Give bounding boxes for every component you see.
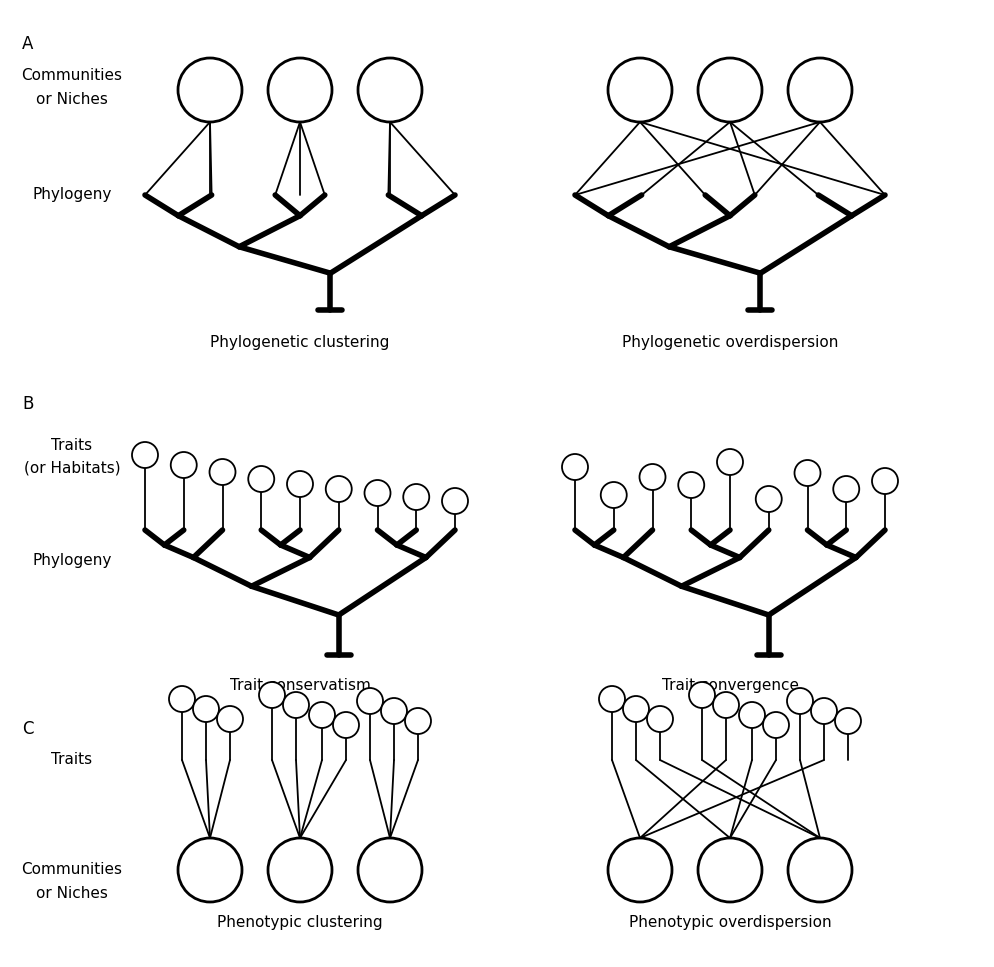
Circle shape: [788, 838, 852, 902]
Circle shape: [608, 58, 672, 122]
Circle shape: [755, 486, 781, 512]
Circle shape: [357, 688, 383, 714]
Text: Trait conservatism: Trait conservatism: [230, 678, 371, 693]
Text: or Niches: or Niches: [36, 93, 108, 107]
Circle shape: [713, 692, 739, 718]
Circle shape: [623, 696, 649, 722]
Circle shape: [193, 696, 219, 722]
Circle shape: [872, 468, 898, 494]
Circle shape: [599, 686, 625, 712]
Circle shape: [358, 58, 422, 122]
Circle shape: [678, 472, 705, 498]
Circle shape: [739, 702, 765, 728]
Text: A: A: [22, 35, 34, 53]
Circle shape: [268, 838, 332, 902]
Circle shape: [717, 449, 743, 475]
Circle shape: [132, 442, 158, 468]
Circle shape: [268, 58, 332, 122]
Circle shape: [287, 471, 313, 497]
Text: Phylogenetic overdispersion: Phylogenetic overdispersion: [622, 335, 838, 350]
Circle shape: [309, 702, 335, 728]
Circle shape: [698, 58, 762, 122]
Text: B: B: [22, 395, 34, 413]
Text: (or Habitats): (or Habitats): [24, 460, 120, 476]
Circle shape: [169, 686, 195, 712]
Circle shape: [811, 698, 837, 724]
Circle shape: [698, 838, 762, 902]
Circle shape: [405, 708, 431, 734]
Circle shape: [178, 58, 242, 122]
Circle shape: [365, 480, 391, 506]
Circle shape: [283, 692, 309, 718]
Circle shape: [833, 476, 859, 502]
Text: or Niches: or Niches: [36, 886, 108, 900]
Text: Phylogeny: Phylogeny: [33, 188, 111, 202]
Text: Phenotypic clustering: Phenotypic clustering: [217, 915, 383, 930]
Text: Communities: Communities: [22, 68, 122, 82]
Circle shape: [404, 484, 429, 510]
Text: Phenotypic overdispersion: Phenotypic overdispersion: [628, 915, 831, 930]
Circle shape: [689, 682, 715, 708]
Circle shape: [647, 706, 673, 732]
Circle shape: [763, 712, 789, 738]
Circle shape: [248, 466, 274, 492]
Circle shape: [608, 838, 672, 902]
Text: C: C: [22, 720, 34, 738]
Circle shape: [178, 838, 242, 902]
Circle shape: [381, 698, 407, 724]
Text: Phylogeny: Phylogeny: [33, 552, 111, 568]
Circle shape: [210, 459, 236, 485]
Circle shape: [326, 476, 352, 502]
Circle shape: [442, 488, 468, 514]
Circle shape: [787, 688, 813, 714]
Circle shape: [171, 452, 197, 478]
Circle shape: [835, 708, 861, 734]
Circle shape: [639, 464, 666, 490]
Text: Traits: Traits: [52, 752, 92, 768]
Circle shape: [600, 482, 627, 508]
Circle shape: [794, 460, 820, 486]
Circle shape: [333, 712, 359, 738]
Circle shape: [562, 454, 588, 480]
Circle shape: [358, 838, 422, 902]
Text: Communities: Communities: [22, 863, 122, 877]
Circle shape: [788, 58, 852, 122]
Text: Traits: Traits: [52, 437, 92, 453]
Text: Trait convergence: Trait convergence: [661, 678, 798, 693]
Text: Phylogenetic clustering: Phylogenetic clustering: [211, 335, 390, 350]
Circle shape: [259, 682, 285, 708]
Circle shape: [217, 706, 243, 732]
